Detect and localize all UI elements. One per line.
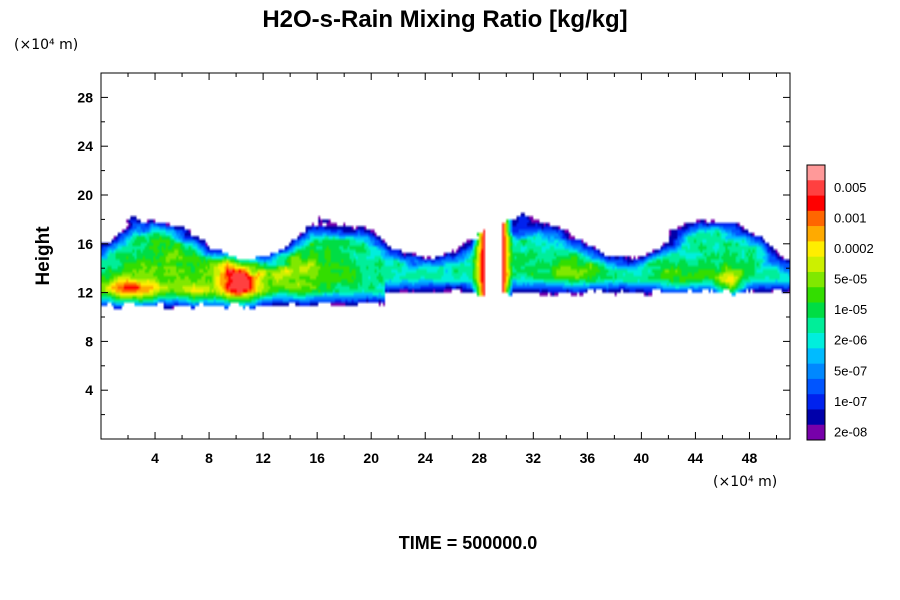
colorbar-swatch (807, 195, 825, 212)
x-tick-label: 12 (255, 450, 271, 466)
x-tick-label: 40 (634, 450, 650, 466)
y-tick-label: 4 (85, 382, 93, 398)
x-tick-label: 16 (309, 450, 325, 466)
colorbar-swatch (807, 409, 825, 426)
colorbar-swatch (807, 271, 825, 288)
colorbar-label: 2e-06 (834, 333, 867, 348)
y-tick-label: 16 (77, 236, 93, 252)
x-tick-label: 36 (580, 450, 596, 466)
colorbar-swatch (807, 317, 825, 334)
colorbar-label: 0.005 (834, 180, 867, 195)
colorbar-label: 5e-05 (834, 272, 867, 287)
colorbar-swatch (807, 394, 825, 410)
y-tick-label: 8 (85, 333, 93, 349)
colorbar-frame (806, 164, 826, 441)
x-tick-label: 28 (471, 450, 487, 466)
colorbar-swatch (807, 424, 825, 441)
colorbar-swatch (807, 226, 825, 242)
time-label: TIME = 500000.0 (399, 533, 538, 553)
x-tick-label: 4 (151, 450, 159, 466)
colorbar-swatch (807, 378, 825, 395)
x-unit-label: (×10⁴ m) (713, 474, 777, 490)
colorbar-swatch (807, 333, 825, 349)
colorbar-swatch (807, 241, 825, 257)
colorbar-label: 1e-05 (834, 302, 867, 317)
y-tick-label: 20 (77, 187, 93, 203)
colorbar-label: 5e-07 (834, 363, 867, 378)
x-tick-label: 48 (742, 450, 758, 466)
colorbar-swatch (807, 180, 825, 196)
x-tick-label: 32 (526, 450, 542, 466)
y-tick-label: 24 (77, 138, 93, 154)
colorbar-label: 1e-07 (834, 394, 867, 409)
colorbar-swatch (807, 363, 825, 380)
y-tick-label: 12 (77, 285, 93, 301)
colorbar-label: 2e-08 (834, 424, 867, 439)
colorbar-label: 0.001 (834, 210, 867, 225)
colorbar-swatch (807, 165, 825, 181)
x-tick-label: 44 (688, 450, 704, 466)
colorbar-label: 0.0002 (834, 241, 874, 256)
plot-frame (100, 72, 791, 440)
x-tick-label: 20 (363, 450, 379, 466)
colorbar-swatch (807, 210, 825, 227)
y-axis-label: Height (33, 226, 54, 286)
rain-mixing-ratio-field (101, 73, 790, 439)
colorbar-swatch (807, 287, 825, 303)
y-tick-label: 28 (77, 89, 93, 105)
x-tick-label: 8 (205, 450, 213, 466)
colorbar-swatch (807, 348, 825, 364)
y-unit-label: (×10⁴ m) (14, 37, 78, 53)
colorbar-swatch (807, 302, 825, 319)
colorbar: 0.005 0.001 0.0002 5e-05 1e-05 2e-06 5e-07 1e-0… (806, 164, 874, 441)
rain-field-raster (101, 73, 790, 439)
x-tick-label: 24 (417, 450, 433, 466)
chart-title: H2O-s-Rain Mixing Ratio [kg/kg] (262, 6, 627, 33)
colorbar-swatch (807, 256, 825, 273)
